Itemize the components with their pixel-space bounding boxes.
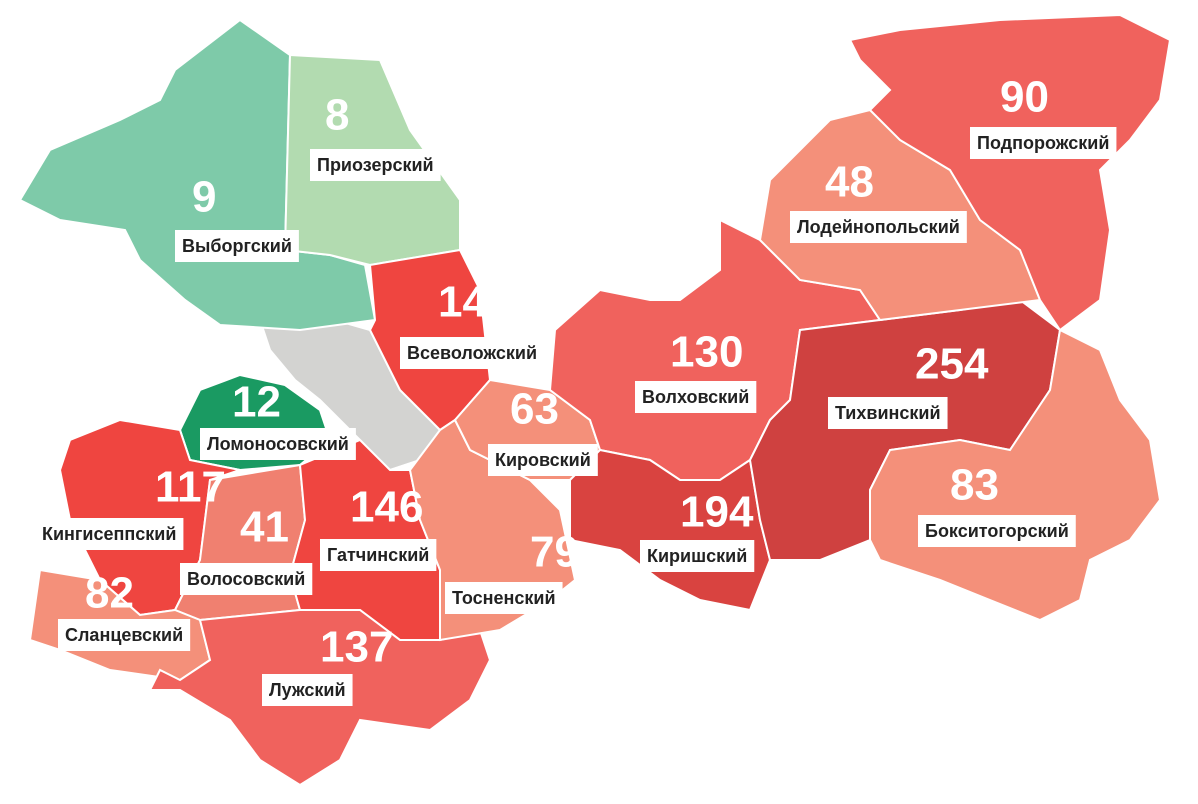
labels: 9 Выборгский 8 Приозерский 149 Всеволожский 12… (35, 73, 1117, 706)
region-value: 9 (192, 173, 216, 222)
region-value: 12 (232, 378, 281, 427)
region-name: Бокситогорский (925, 521, 1069, 541)
region-name: Киришский (647, 546, 747, 566)
region-value: 149 (438, 278, 511, 327)
label-box (400, 337, 545, 369)
region-name: Выборгский (182, 236, 292, 256)
city-area (258, 308, 442, 472)
region-name: Лодейнопольский (797, 217, 960, 237)
region-value: 254 (915, 340, 989, 389)
label-box (640, 540, 755, 572)
region-value: 83 (950, 461, 999, 510)
region-name: Волосовский (187, 569, 305, 589)
region-value: 8 (325, 91, 349, 140)
region-value: 63 (510, 385, 559, 434)
label-box (445, 582, 563, 614)
label-box (320, 539, 437, 571)
region-value: 194 (680, 488, 754, 537)
region-name: Тихвинский (835, 403, 941, 423)
region-value: 82 (85, 569, 134, 618)
region-value: 48 (825, 158, 874, 207)
label-box (918, 515, 1076, 547)
region-name: Всеволожский (407, 343, 537, 363)
region-name: Тосненский (452, 588, 556, 608)
region-name: Лужский (269, 680, 346, 700)
region-name: Подпорожский (977, 133, 1109, 153)
region (869, 328, 1162, 622)
region-value: 41 (240, 503, 289, 552)
region-value: 90 (1000, 73, 1049, 122)
regions (18, 13, 1172, 787)
region-name: Ломоносовский (207, 434, 349, 454)
label-box (180, 563, 313, 595)
region (848, 13, 1172, 332)
region-name: Волховский (642, 387, 749, 407)
region-name: Кировский (495, 450, 591, 470)
label-box (970, 127, 1117, 159)
label-box (488, 444, 598, 476)
region-value: 146 (350, 483, 423, 532)
region-name: Сланцевский (65, 625, 183, 645)
label-box (310, 149, 441, 181)
label-box (35, 518, 184, 550)
label-box (828, 397, 948, 429)
label-box (58, 619, 191, 651)
region-name: Кингисеппский (42, 524, 176, 544)
region-value: 130 (670, 328, 743, 377)
label-box (262, 674, 353, 706)
region-name: Гатчинский (327, 545, 429, 565)
region-value: 79 (530, 528, 579, 577)
label-box (790, 211, 967, 243)
label-box (175, 230, 299, 262)
region-value: 117 (155, 463, 226, 512)
label-box (635, 381, 757, 413)
label-box (200, 428, 356, 460)
region-name: Приозерский (317, 155, 434, 175)
region-value: 137 (320, 623, 393, 672)
